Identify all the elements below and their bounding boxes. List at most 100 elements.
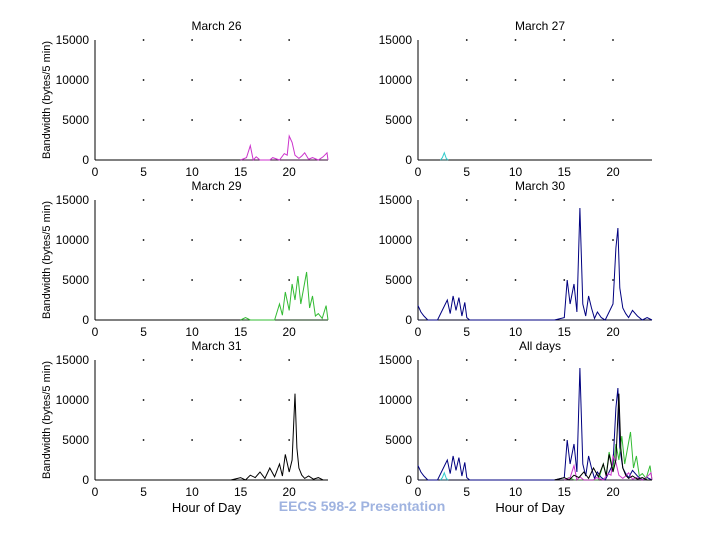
grid-dot	[612, 79, 614, 81]
y-tick-label: 15000	[56, 353, 90, 367]
y-tick-label: 0	[405, 473, 412, 487]
x-tick-label: 15	[558, 165, 572, 179]
x-axis-label: Hour of Day	[172, 500, 242, 515]
grid-dot	[465, 439, 468, 441]
grid-dot	[142, 439, 145, 441]
grid-dot	[465, 79, 468, 81]
grid-dot	[191, 359, 193, 361]
y-tick-label: 10000	[379, 233, 413, 247]
x-tick-label: 10	[185, 325, 199, 339]
x-tick-label: 5	[140, 485, 147, 499]
grid-dot	[465, 399, 468, 401]
grid-dot	[142, 359, 145, 361]
x-tick-label: 10	[509, 485, 523, 499]
grid-dot	[514, 439, 517, 441]
x-tick-label: 15	[234, 325, 248, 339]
y-tick-label: 15000	[379, 33, 413, 47]
x-axis-label: Hour of Day	[495, 500, 565, 515]
grid-dot	[288, 359, 291, 361]
x-tick-label: 15	[234, 485, 248, 499]
y-tick-label: 15000	[379, 193, 413, 207]
x-tick-label: 10	[185, 165, 199, 179]
grid-dot	[612, 279, 614, 281]
series-line	[230, 393, 328, 481]
grid-dot	[142, 279, 145, 281]
grid-dot	[239, 79, 242, 81]
x-tick-label: 10	[185, 485, 199, 499]
grid-dot	[191, 119, 193, 121]
y-tick-label: 10000	[56, 233, 90, 247]
grid-dot	[288, 399, 291, 401]
panel-title: March 29	[191, 179, 241, 193]
x-tick-label: 20	[606, 485, 620, 499]
y-tick-label: 5000	[385, 113, 412, 127]
series-line	[240, 134, 329, 162]
grid-dot	[288, 239, 291, 241]
y-tick-label: 15000	[379, 353, 413, 367]
x-tick-label: 0	[92, 485, 99, 499]
grid-dot	[563, 119, 566, 121]
series-line	[440, 471, 449, 481]
grid-dot	[191, 439, 193, 441]
y-tick-label: 0	[405, 313, 412, 327]
y-tick-label: 5000	[385, 433, 412, 447]
grid-dot	[239, 239, 242, 241]
y-axis-label: Bandwidth (bytes/5 min)	[41, 41, 53, 159]
series-line	[440, 151, 449, 161]
grid-dot	[514, 359, 517, 361]
grid-dot	[191, 199, 193, 201]
x-tick-label: 5	[463, 165, 470, 179]
x-tick-label: 0	[92, 165, 99, 179]
x-tick-label: 20	[606, 325, 620, 339]
grid-dot	[142, 199, 145, 201]
y-tick-label: 5000	[62, 113, 89, 127]
grid-dot	[465, 359, 468, 361]
grid-dot	[239, 199, 242, 201]
grid-dot	[142, 119, 145, 121]
y-tick-label: 5000	[62, 273, 89, 287]
grid-dot	[288, 439, 291, 441]
grid-dot	[239, 439, 242, 441]
grid-dot	[239, 279, 242, 281]
x-tick-label: 15	[558, 325, 572, 339]
grid-dot	[563, 199, 566, 201]
x-tick-label: 5	[463, 325, 470, 339]
x-tick-label: 0	[415, 325, 422, 339]
y-tick-label: 10000	[56, 393, 90, 407]
grid-dot	[288, 79, 291, 81]
grid-dot	[514, 279, 517, 281]
grid-dot	[191, 39, 193, 41]
grid-dot	[142, 79, 145, 81]
x-tick-label: 0	[415, 165, 422, 179]
y-tick-label: 15000	[56, 33, 90, 47]
x-tick-label: 5	[140, 165, 147, 179]
panel-title: March 27	[515, 19, 565, 33]
grid-dot	[612, 199, 614, 201]
grid-dot	[142, 39, 145, 41]
panel-5: 0 5000 10000 15000 0 5 10 15 20 All days Hour of D…	[379, 339, 653, 515]
grid-dot	[514, 39, 517, 41]
x-tick-label: 15	[234, 165, 248, 179]
y-tick-label: 10000	[379, 73, 413, 87]
panel-title: All days	[519, 339, 561, 353]
panel-4: 0 5000 10000 15000 0 5 10 15 20 March 31 Bandwidth…	[41, 339, 328, 515]
grid-dot	[191, 399, 193, 401]
y-tick-label: 15000	[56, 193, 90, 207]
x-tick-label: 20	[282, 165, 296, 179]
series-line	[417, 207, 653, 321]
grid-dot	[288, 119, 291, 121]
grid-dot	[612, 39, 614, 41]
grid-dot	[142, 399, 145, 401]
y-tick-label: 5000	[385, 273, 412, 287]
grid-dot	[514, 199, 517, 201]
grid-dot	[514, 399, 517, 401]
grid-dot	[239, 119, 242, 121]
series-line	[240, 271, 329, 321]
y-tick-label: 0	[405, 153, 412, 167]
grid-dot	[191, 239, 193, 241]
y-tick-label: 0	[82, 473, 89, 487]
grid-dot	[563, 399, 566, 401]
y-tick-label: 0	[82, 153, 89, 167]
y-tick-label: 5000	[62, 433, 89, 447]
